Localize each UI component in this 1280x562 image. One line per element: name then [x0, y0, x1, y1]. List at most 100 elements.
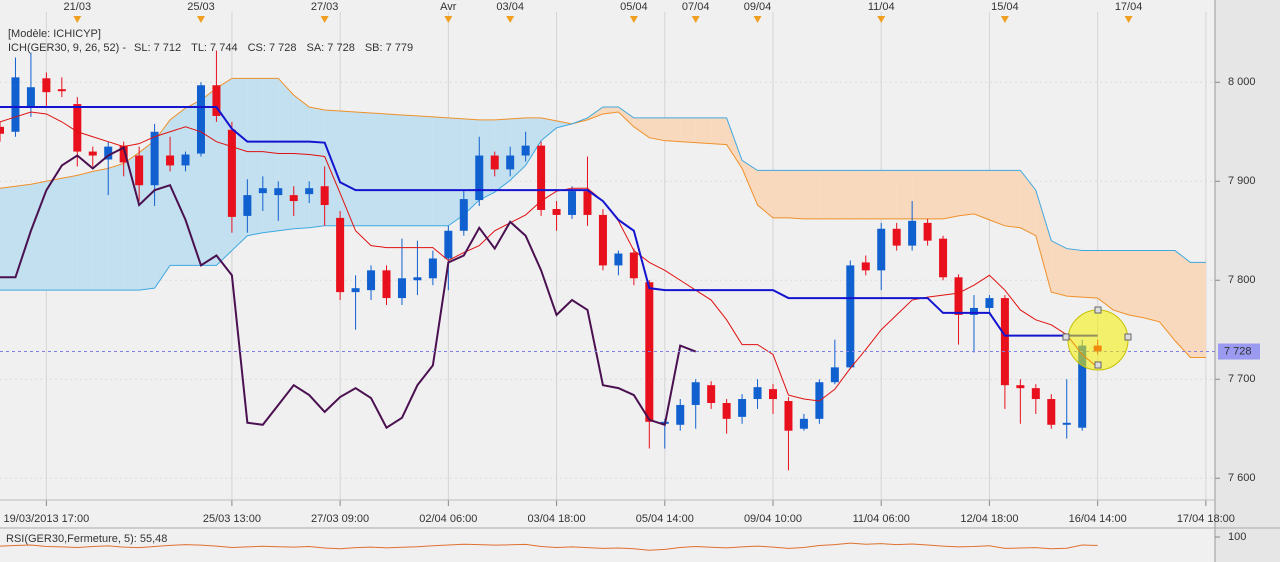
- cloud-segment: [417, 115, 433, 226]
- rsi-label: RSI(GER30,Fermeture, 5): 55,48: [6, 533, 167, 545]
- cloud-segment: [618, 107, 634, 127]
- cloud-segment: [973, 170, 990, 220]
- cloud-segment: [1066, 248, 1083, 298]
- candle-body: [939, 238, 948, 278]
- candle-body: [42, 78, 51, 93]
- cloud-segment: [1144, 250, 1160, 322]
- candle-body: [367, 270, 376, 291]
- y-tick-label: 8 000: [1228, 76, 1256, 88]
- candle-body: [57, 89, 66, 92]
- candle-body: [336, 217, 345, 293]
- candle-body: [1062, 422, 1071, 425]
- candle-body: [969, 307, 978, 315]
- cloud-segment: [108, 163, 124, 291]
- cloud-segment: [1097, 250, 1114, 310]
- candle-body: [181, 154, 190, 166]
- cloud-segment: [664, 117, 681, 142]
- price-axis-band: [1215, 0, 1280, 562]
- legend-entry: TL: 7 744: [191, 42, 237, 54]
- handle[interactable]: [1124, 333, 1132, 341]
- cloud-segment: [1051, 240, 1067, 297]
- candle-body: [892, 228, 901, 246]
- y-tick-label: 7 600: [1228, 472, 1256, 484]
- cloud-segment: [881, 170, 897, 219]
- candle-body: [104, 146, 113, 160]
- candle-body: [1000, 298, 1009, 386]
- top-date-label: 11/04: [868, 1, 895, 13]
- cloud-segment: [46, 178, 62, 291]
- y-tick-label: 7 800: [1228, 274, 1256, 286]
- candle-body: [614, 253, 623, 266]
- cloud-segment: [30, 181, 47, 291]
- cloud-segment: [896, 170, 913, 219]
- handle[interactable]: [1094, 306, 1102, 314]
- top-date-label: 21/03: [64, 1, 92, 13]
- cloud-segment: [958, 170, 974, 216]
- candle-body: [413, 277, 422, 281]
- handle[interactable]: [1094, 361, 1102, 369]
- candle-body: [1016, 385, 1025, 389]
- date-marker: [506, 16, 515, 23]
- candle-body: [598, 214, 607, 266]
- candle-body: [877, 228, 886, 271]
- candle-body: [490, 155, 499, 170]
- candle-body: [26, 87, 35, 108]
- legend-entry: SL: 7 712: [134, 42, 181, 54]
- cloud-segment: [773, 170, 789, 218]
- date-marker: [1124, 16, 1133, 23]
- candle-body: [954, 277, 963, 315]
- cloud-segment: [819, 170, 835, 219]
- cloud-segment: [541, 117, 557, 141]
- cloud-segment: [850, 170, 866, 219]
- candle-body: [923, 222, 932, 241]
- cloud-segment: [989, 170, 1005, 226]
- cloud-segment: [834, 170, 851, 219]
- x-tick-label: 27/03 09:00: [311, 513, 369, 525]
- candle-body: [552, 208, 561, 215]
- date-marker: [444, 16, 453, 23]
- cloud-segment: [293, 95, 310, 229]
- cloud-segment: [371, 112, 387, 226]
- top-date-label: 27/03: [311, 1, 339, 13]
- cloud-segment: [865, 170, 882, 219]
- cloud-segment: [1020, 170, 1036, 236]
- cloud-segment: [340, 110, 356, 226]
- x-tick-label: 16/04 14:00: [1069, 513, 1127, 525]
- top-date-label: Avr: [440, 1, 457, 13]
- candle-body: [985, 298, 994, 308]
- candle-body: [227, 129, 236, 217]
- x-tick-label: 19/03/2013 17:00: [4, 513, 90, 525]
- cloud-segment: [401, 114, 418, 226]
- candle-body: [1047, 399, 1056, 425]
- x-tick-label: 12/04 18:00: [960, 513, 1018, 525]
- date-marker: [629, 16, 638, 23]
- cloud-segment: [695, 117, 712, 144]
- candle-body: [521, 145, 530, 156]
- candle-body: [475, 155, 484, 201]
- cloud-segment: [726, 117, 743, 169]
- candle-body: [73, 104, 82, 152]
- top-date-label: 03/04: [496, 1, 524, 13]
- cloud-segment: [1082, 250, 1098, 299]
- date-marker: [877, 16, 886, 23]
- cloud-segment: [494, 118, 511, 193]
- legend-entry: SB: 7 779: [365, 42, 413, 54]
- cloud-segment: [386, 113, 402, 226]
- date-marker: [196, 16, 205, 23]
- current-price-label: 7 728: [1224, 345, 1252, 357]
- candle-body: [119, 145, 128, 163]
- rsi-line: [0, 542, 1098, 551]
- candle-body: [784, 401, 793, 431]
- cloud-segment: [61, 175, 78, 291]
- candle-body: [196, 85, 205, 154]
- x-tick-label: 05/04 14:00: [636, 513, 694, 525]
- indicator-line: [0, 111, 1098, 402]
- candle-body: [629, 252, 638, 279]
- highlight[interactable]: [1067, 309, 1129, 371]
- cloud-segment: [633, 117, 650, 138]
- candle-body: [289, 195, 298, 202]
- handle[interactable]: [1062, 333, 1070, 341]
- legend-entry: CS: 7 728: [248, 42, 297, 54]
- candle-body: [908, 220, 917, 246]
